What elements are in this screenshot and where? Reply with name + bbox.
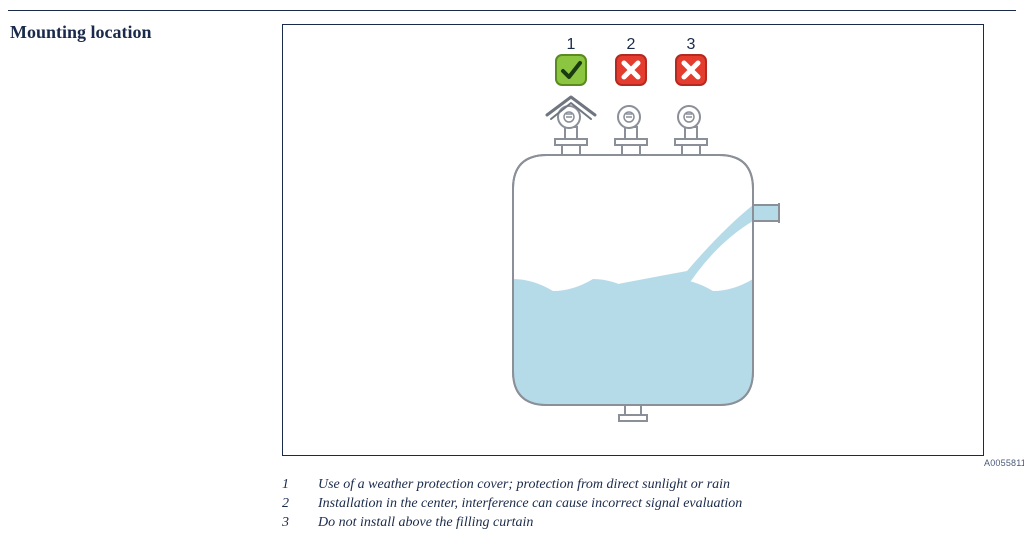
page-root: Mounting location 123 A0055811 1 Use of … xyxy=(0,0,1024,538)
legend-row: 1 Use of a weather protection cover; pro… xyxy=(282,476,742,495)
legend-row: 3 Do not install above the filling curta… xyxy=(282,514,742,533)
legend-text: Do not install above the filling curtain xyxy=(318,514,533,533)
svg-text:3: 3 xyxy=(687,36,696,53)
figure-id: A0055811 xyxy=(984,458,1024,468)
svg-text:2: 2 xyxy=(627,36,636,53)
top-rule xyxy=(8,10,1016,11)
figure-frame: 1 2 3 xyxy=(282,24,984,456)
legend-num: 1 xyxy=(282,476,294,495)
legend-text: Installation in the center, interference… xyxy=(318,495,742,514)
legend-text: Use of a weather protection cover; prote… xyxy=(318,476,730,495)
mounting-diagram: 1 2 3 xyxy=(283,25,983,455)
svg-text:1: 1 xyxy=(567,36,576,53)
legend-row: 2 Installation in the center, interferen… xyxy=(282,495,742,514)
section-heading: Mounting location xyxy=(10,22,152,43)
legend-num: 3 xyxy=(282,514,294,533)
legend: 1 Use of a weather protection cover; pro… xyxy=(282,476,742,533)
legend-num: 2 xyxy=(282,495,294,514)
